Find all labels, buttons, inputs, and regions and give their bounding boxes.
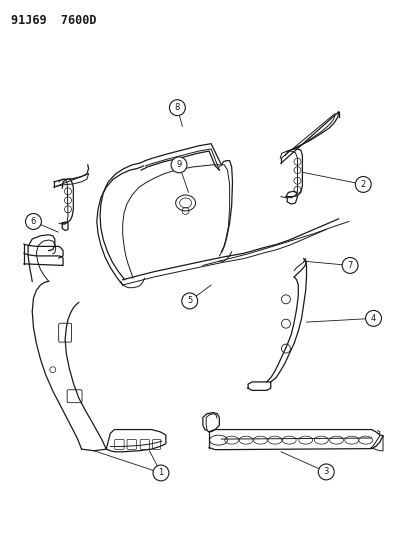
Text: 4: 4	[370, 314, 375, 323]
Circle shape	[153, 465, 169, 481]
Text: 91J69  7600D: 91J69 7600D	[11, 14, 97, 27]
Circle shape	[318, 464, 333, 480]
Text: 5: 5	[187, 296, 192, 305]
Text: 3: 3	[323, 467, 328, 477]
Text: 7: 7	[347, 261, 352, 270]
Circle shape	[341, 257, 357, 273]
Circle shape	[354, 176, 370, 192]
Circle shape	[181, 293, 197, 309]
Circle shape	[171, 157, 187, 173]
Text: 9: 9	[176, 160, 181, 169]
Text: 1: 1	[158, 469, 163, 478]
Circle shape	[169, 100, 185, 116]
Circle shape	[26, 214, 41, 229]
Text: 8: 8	[174, 103, 180, 112]
Circle shape	[365, 310, 380, 326]
Text: 6: 6	[31, 217, 36, 226]
Text: 2: 2	[360, 180, 365, 189]
